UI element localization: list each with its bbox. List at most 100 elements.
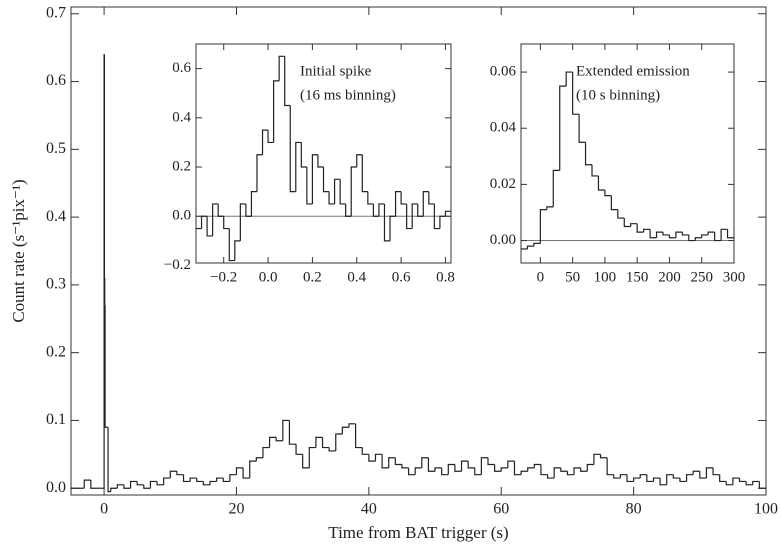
histogram-step: [335, 433, 343, 451]
histogram-step: [228, 228, 235, 262]
histogram-step: [460, 460, 469, 472]
histogram-step: [474, 467, 482, 476]
histogram-step: [668, 234, 676, 239]
histogram-step: [707, 231, 715, 235]
histogram-step: [507, 460, 515, 468]
x-tick-label: 250: [690, 269, 713, 285]
annotation: Extended emission: [576, 63, 690, 79]
histogram-step: [306, 167, 313, 205]
histogram-step: [659, 478, 667, 486]
histogram-step: [104, 305, 109, 428]
x-tick-label: 0.4: [347, 269, 366, 285]
histogram-step: [143, 484, 151, 489]
histogram-step: [209, 480, 217, 485]
histogram-step: [267, 130, 274, 144]
x-tick-label: 0.2: [303, 269, 322, 285]
histogram-step: [176, 471, 184, 476]
y-tick-label: 0.4: [172, 109, 191, 125]
annotation: (16 ms binning): [300, 87, 396, 103]
histogram-step: [447, 463, 455, 475]
histogram-step: [726, 229, 734, 239]
histogram-step: [494, 464, 502, 472]
histogram-step: [223, 216, 230, 230]
histogram-step: [182, 474, 191, 483]
histogram-step: [593, 453, 601, 465]
x-tick-label: 0: [537, 269, 545, 285]
histogram-step: [732, 477, 740, 485]
histogram-step: [553, 467, 561, 479]
histogram-step: [268, 436, 277, 448]
histogram-step: [694, 237, 702, 241]
y-tick-label: 0.06: [490, 64, 517, 80]
histogram-step: [652, 477, 661, 482]
y-tick-label: 0.7: [46, 4, 66, 21]
histogram-step: [441, 467, 449, 476]
histogram-step: [149, 480, 158, 489]
histogram-step: [606, 457, 614, 476]
histogram-step: [401, 464, 409, 469]
histogram-step: [487, 457, 495, 466]
histogram-step: [467, 461, 475, 469]
histogram-step: [720, 228, 728, 241]
histogram-step: [617, 209, 625, 219]
histogram-step: [282, 419, 290, 441]
histogram-step: [513, 461, 522, 476]
histogram-step: [350, 166, 357, 217]
y-tick-label: 0.3: [46, 276, 66, 293]
histogram-step: [500, 467, 508, 472]
histogram-step: [454, 464, 462, 472]
y-tick-label: 0.0: [46, 479, 66, 496]
histogram-step: [383, 203, 391, 242]
histogram-step: [434, 467, 442, 472]
histogram-step: [604, 190, 612, 197]
x-tick-label: 20: [228, 501, 244, 518]
histogram-step: [444, 210, 451, 217]
histogram-step: [300, 142, 307, 168]
histogram-step: [421, 457, 429, 468]
y-tick-label: 0.2: [172, 158, 191, 174]
histogram-step: [662, 232, 670, 236]
histogram-step: [356, 154, 363, 168]
histogram-step: [255, 457, 263, 462]
x-tick-label: 100: [754, 501, 778, 518]
annotation: Initial spike: [300, 63, 372, 79]
histogram-step: [573, 467, 581, 475]
histogram-step: [278, 55, 285, 81]
histogram-step: [321, 437, 330, 449]
histogram-step: [339, 179, 346, 205]
histogram-step: [639, 474, 647, 479]
x-tick-label: −0.2: [210, 269, 237, 285]
histogram-step: [406, 203, 413, 230]
histogram-step: [692, 470, 700, 475]
y-tick-label: 0.5: [46, 140, 66, 157]
histogram-step: [302, 454, 310, 469]
x-tick-label: 100: [594, 269, 617, 285]
histogram-step: [239, 203, 246, 241]
histogram-step: [288, 420, 297, 445]
histogram-step: [526, 245, 534, 249]
y-tick-label: 0.00: [490, 232, 516, 248]
histogram-step: [672, 474, 680, 479]
histogram-step: [196, 478, 204, 483]
x-tick-label: 40: [361, 501, 377, 518]
histogram-step: [295, 141, 302, 192]
histogram-step: [407, 467, 416, 476]
histogram-step: [699, 471, 707, 479]
x-tick-label: 80: [626, 501, 642, 518]
x-tick-label: 0.0: [259, 269, 278, 285]
y-tick-label: 0.02: [490, 176, 516, 192]
histogram-step: [361, 447, 369, 455]
histogram-step: [688, 234, 696, 242]
y-tick-label: 0.6: [172, 60, 191, 76]
y-axis-label: Count rate (s⁻¹pix⁻¹): [9, 179, 28, 322]
histogram-step: [83, 479, 91, 489]
histogram-step: [249, 460, 257, 479]
histogram-step: [333, 178, 341, 204]
histogram-step: [681, 232, 689, 236]
histogram-step: [705, 467, 714, 479]
histogram-step: [533, 463, 541, 468]
histogram-step: [719, 474, 727, 483]
histogram-step: [527, 467, 535, 472]
histogram-step: [328, 191, 335, 205]
histogram-step: [163, 477, 171, 485]
